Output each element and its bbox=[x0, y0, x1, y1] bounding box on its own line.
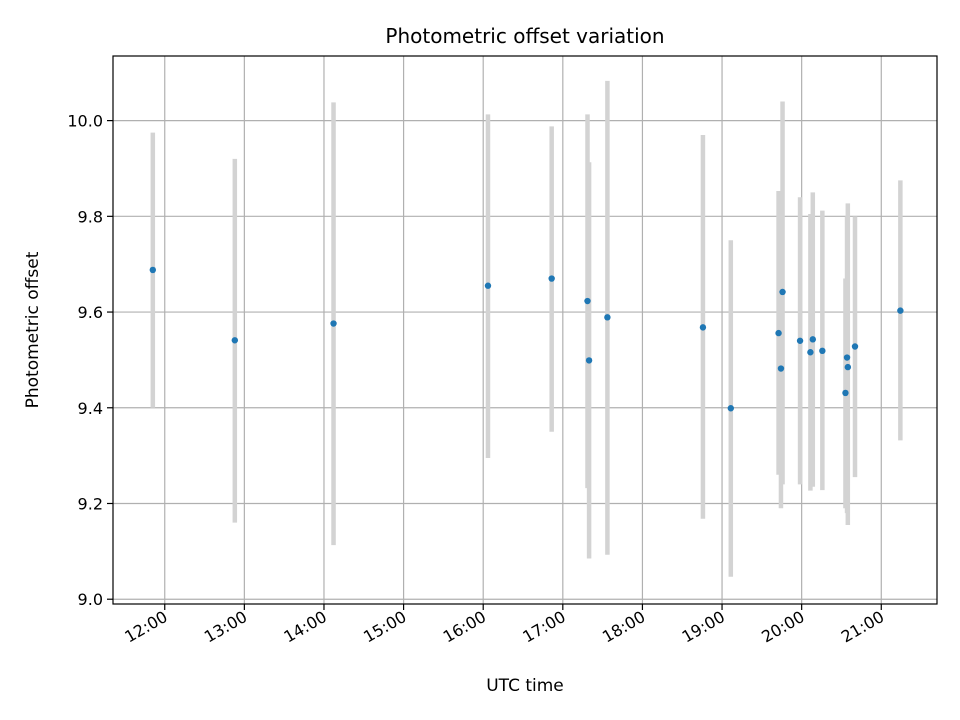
data-point bbox=[584, 297, 591, 305]
data-point bbox=[796, 337, 804, 344]
y-tick-label: 10.0 bbox=[67, 112, 103, 131]
data-point bbox=[548, 275, 555, 282]
chart-title: Photometric offset variation bbox=[385, 24, 664, 48]
data-point bbox=[842, 389, 849, 397]
data-point bbox=[777, 365, 785, 372]
y-tick-label: 9.4 bbox=[78, 399, 103, 418]
data-point bbox=[807, 349, 814, 356]
y-tick-label: 9.8 bbox=[78, 207, 103, 226]
error-bars bbox=[150, 80, 903, 577]
x-tick-label: 15:00 bbox=[360, 607, 409, 647]
x-tick-label: 17:00 bbox=[519, 607, 568, 647]
axis-ticks bbox=[107, 120, 882, 610]
x-tick-label: 14:00 bbox=[281, 607, 330, 647]
data-point bbox=[809, 336, 817, 343]
data-points bbox=[149, 266, 904, 412]
y-axis-title: Photometric offset bbox=[23, 251, 43, 408]
y-tick-label: 9.6 bbox=[78, 303, 103, 322]
data-point bbox=[149, 266, 157, 274]
data-point bbox=[819, 347, 826, 355]
x-tick-label: 16:00 bbox=[440, 607, 489, 647]
data-point bbox=[330, 320, 337, 327]
y-tick-label: 9.2 bbox=[78, 494, 103, 513]
data-point bbox=[727, 405, 735, 412]
x-tick-label: 21:00 bbox=[838, 607, 887, 647]
plot-frame bbox=[112, 55, 938, 605]
data-point bbox=[604, 314, 611, 321]
data-point bbox=[775, 329, 782, 337]
data-point bbox=[585, 357, 593, 364]
x-tick-labels: 12:00 13:00 14:00 15:00 16:00 17:00 18:00 19:00… bbox=[121, 607, 887, 647]
x-tick-label: 12:00 bbox=[121, 607, 170, 647]
data-point bbox=[699, 324, 707, 331]
data-point bbox=[897, 307, 904, 314]
data-point bbox=[779, 288, 786, 296]
data-point bbox=[851, 343, 859, 350]
y-tick-labels: 9.0 9.2 9.4 9.6 9.8 10.0 bbox=[67, 112, 103, 610]
data-point bbox=[484, 282, 492, 289]
y-tick-label: 9.0 bbox=[78, 590, 103, 609]
x-tick-label: 18:00 bbox=[599, 607, 648, 647]
x-tick-label: 13:00 bbox=[201, 607, 250, 647]
x-tick-label: 20:00 bbox=[758, 607, 807, 647]
data-point bbox=[231, 337, 239, 344]
data-point bbox=[844, 363, 852, 371]
x-tick-label: 19:00 bbox=[679, 607, 728, 647]
x-axis-title: UTC time bbox=[486, 676, 564, 696]
data-point bbox=[843, 354, 851, 361]
